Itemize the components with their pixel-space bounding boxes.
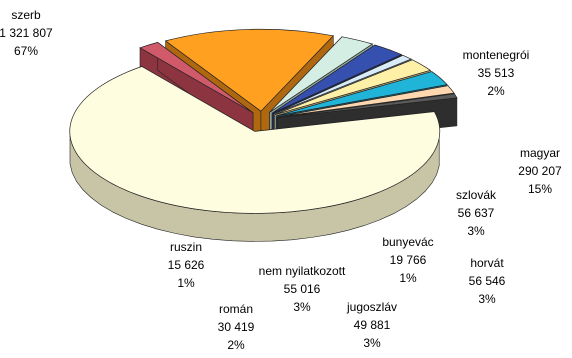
label-nem-nyilatkozott-pct: 3% (293, 300, 311, 314)
label-jugoszlav: jugoszláv 49 881 3% (347, 298, 397, 352)
label-bunyevac: bunyevác 19 766 1% (382, 233, 433, 287)
label-szlovak-pct: 3% (467, 224, 485, 238)
label-montenegroi-pct: 2% (487, 84, 505, 98)
label-montenegroi-count: 35 513 (477, 66, 515, 80)
label-horvat-name: horvát (470, 256, 504, 270)
label-roman-count: 30 419 (217, 320, 255, 334)
label-horvat-pct: 3% (478, 292, 496, 306)
label-ruszin-name: ruszin (169, 240, 203, 254)
label-szerb-pct: 67% (13, 44, 39, 58)
label-szlovak-name: szlovák (455, 188, 497, 202)
slice-bunyevac (273, 54, 412, 115)
label-nem-nyilatkozott: nem nyilatkozott 55 016 3% (259, 262, 346, 316)
label-jugoszlav-name: jugoszláv (346, 300, 398, 314)
label-montenegroi-name: montenegrói (462, 48, 530, 62)
slice-szlovak (269, 36, 374, 113)
slice-ruszin (277, 93, 458, 119)
label-horvat: horvát 56 546 3% (469, 254, 506, 308)
label-bunyevac-count: 19 766 (389, 253, 427, 267)
label-horvat-count: 56 546 (468, 274, 506, 288)
label-nem-nyilatkozott-count: 55 016 (283, 282, 321, 296)
label-jugoszlav-pct: 3% (363, 336, 381, 350)
label-ruszin-pct: 1% (177, 276, 195, 290)
label-ruszin: ruszin 15 626 1% (168, 238, 205, 292)
label-roman-pct: 2% (227, 338, 245, 352)
label-nem-nyilatkozott-name: nem nyilatkozott (258, 264, 346, 278)
slice-jugoszlav (274, 59, 432, 116)
label-magyar-name: magyar (519, 146, 561, 160)
label-bunyevac-name: bunyevác (382, 235, 434, 249)
slice-magyar (164, 28, 335, 112)
label-szlovak-count: 56 637 (457, 206, 495, 220)
label-szlovak: szlovák 56 637 3% (456, 186, 496, 240)
slice-szerb (69, 66, 441, 214)
label-jugoszlav-count: 49 881 (353, 318, 391, 332)
label-ruszin-count: 15 626 (167, 258, 205, 272)
slice-nem-nyilatkozott (276, 71, 448, 117)
slice-roman (277, 85, 455, 118)
label-roman: román 30 419 2% (218, 300, 255, 354)
label-magyar-count: 290 207 (518, 164, 562, 178)
label-magyar: magyar 290 207 15% (518, 144, 561, 198)
label-bunyevac-pct: 1% (399, 271, 417, 285)
label-szerb: szerb 1 321 807 67% (0, 6, 53, 60)
slice-horvat (271, 44, 403, 114)
label-magyar-pct: 15% (527, 182, 553, 196)
label-szerb-count: 1 321 807 (0, 26, 53, 40)
slice-montenegroi (139, 42, 254, 114)
label-roman-name: román (218, 302, 254, 316)
label-szerb-name: szerb (11, 8, 41, 22)
label-montenegroi: montenegrói 35 513 2% (463, 46, 530, 100)
